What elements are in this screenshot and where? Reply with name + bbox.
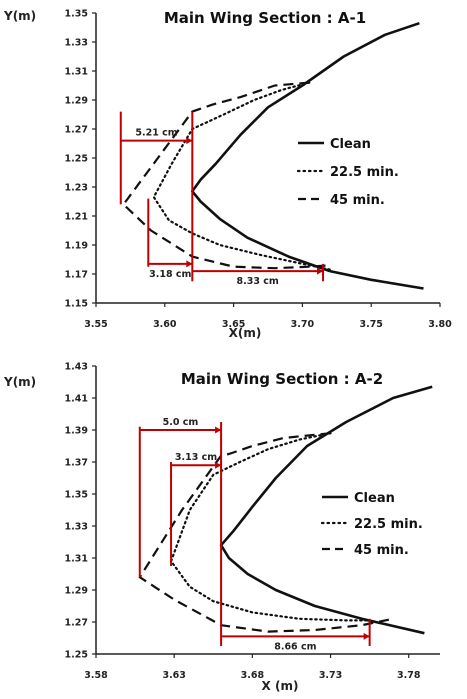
chart1-x-tick-label: 3.70	[291, 319, 315, 330]
chart1-y-tick-label: 1.15	[65, 299, 88, 310]
chart2-y-tick-label: 1.41	[65, 394, 88, 405]
chart2-x-tick-label: 3.68	[241, 670, 265, 681]
chart1-y-tick-label: 1.17	[65, 270, 88, 281]
chart1-legend-label: Clean	[330, 137, 371, 152]
chart2-series-solid-line	[219, 385, 433, 635]
chart2-y-tick-label: 1.25	[65, 650, 88, 661]
chart1-series-dashed-line	[122, 81, 330, 270]
chart1-y-tick-label: 1.35	[65, 9, 88, 20]
chart2-legend-label: 22.5 min.	[354, 517, 423, 532]
chart2-y-tick-label: 1.29	[65, 586, 88, 597]
chart2-title: Main Wing Section : A-2	[181, 370, 383, 388]
chart1-series-solid-line	[191, 21, 424, 290]
chart1-dimension-arrowhead	[317, 267, 324, 275]
chart2-x-tick-label: 3.78	[397, 670, 421, 681]
chart1-legend-label: 45 min.	[330, 193, 385, 208]
chart1-dimension-arrowhead	[186, 260, 193, 268]
chart2-x-tick-label: 3.63	[162, 670, 185, 681]
chart1-y-tick-label: 1.23	[65, 183, 88, 194]
chart1-x-tick-label: 3.65	[222, 319, 245, 330]
chart2-y-tick-label: 1.39	[65, 426, 88, 437]
chart2-dimension-arrowhead	[363, 632, 370, 640]
chart2-x-tick-label: 3.73	[319, 670, 342, 681]
chart1-y-tick-label: 1.21	[65, 212, 88, 223]
chart2-y-tick-label: 1.37	[65, 458, 88, 469]
chart1-legend-label: 22.5 min.	[330, 165, 399, 180]
chart1-dimension-label: 3.18 cm	[149, 269, 191, 280]
chart1-dimension-arrowhead	[186, 137, 193, 145]
chart1-x-tick-label: 3.55	[84, 319, 107, 330]
chart1-x-tick-label: 3.80	[428, 319, 452, 330]
chart1-y-axis-label: Y(m)	[3, 9, 36, 23]
chart2-y-tick-label: 1.33	[65, 522, 88, 533]
chart2-dimension-label: 8.66 cm	[274, 641, 316, 652]
chart1-x-tick-label: 3.60	[153, 319, 177, 330]
chart1-x-axis-label: X(m)	[229, 326, 262, 340]
chart1-y-tick-label: 1.27	[65, 125, 88, 136]
chart2-legend-label: 45 min.	[354, 543, 409, 558]
chart2-y-tick-label: 1.27	[65, 618, 88, 629]
chart1-dimension-label: 8.33 cm	[237, 276, 279, 287]
chart2-y-axis-label: Y(m)	[3, 375, 36, 389]
chart2-dimension-label: 5.0 cm	[163, 417, 199, 428]
chart2-y-tick-label: 1.43	[65, 362, 88, 373]
chart2-x-axis-label: X (m)	[262, 679, 299, 693]
chart1-y-tick-label: 1.33	[65, 38, 88, 49]
chart1-y-tick-label: 1.19	[65, 241, 88, 252]
chart2-dimension-label: 3.13 cm	[175, 452, 217, 463]
chart1-series-dotted-line	[152, 81, 331, 271]
chart2-y-tick-label: 1.35	[65, 490, 88, 501]
chart1-title: Main Wing Section : A-1	[164, 9, 366, 27]
chart2-dimension-arrowhead	[215, 461, 222, 469]
chart2-y-tick-label: 1.31	[65, 554, 88, 565]
chart2-legend-label: Clean	[354, 491, 395, 506]
chart1-y-tick-label: 1.25	[65, 154, 88, 165]
chart1-y-tick-label: 1.29	[65, 96, 88, 107]
chart1-x-tick-label: 3.75	[359, 319, 382, 330]
chart2-x-tick-label: 3.58	[84, 670, 108, 681]
chart1-y-tick-label: 1.31	[65, 67, 88, 78]
chart1-dimension-label: 5.21 cm	[135, 128, 177, 139]
chart2-dimension-arrowhead	[215, 426, 222, 434]
